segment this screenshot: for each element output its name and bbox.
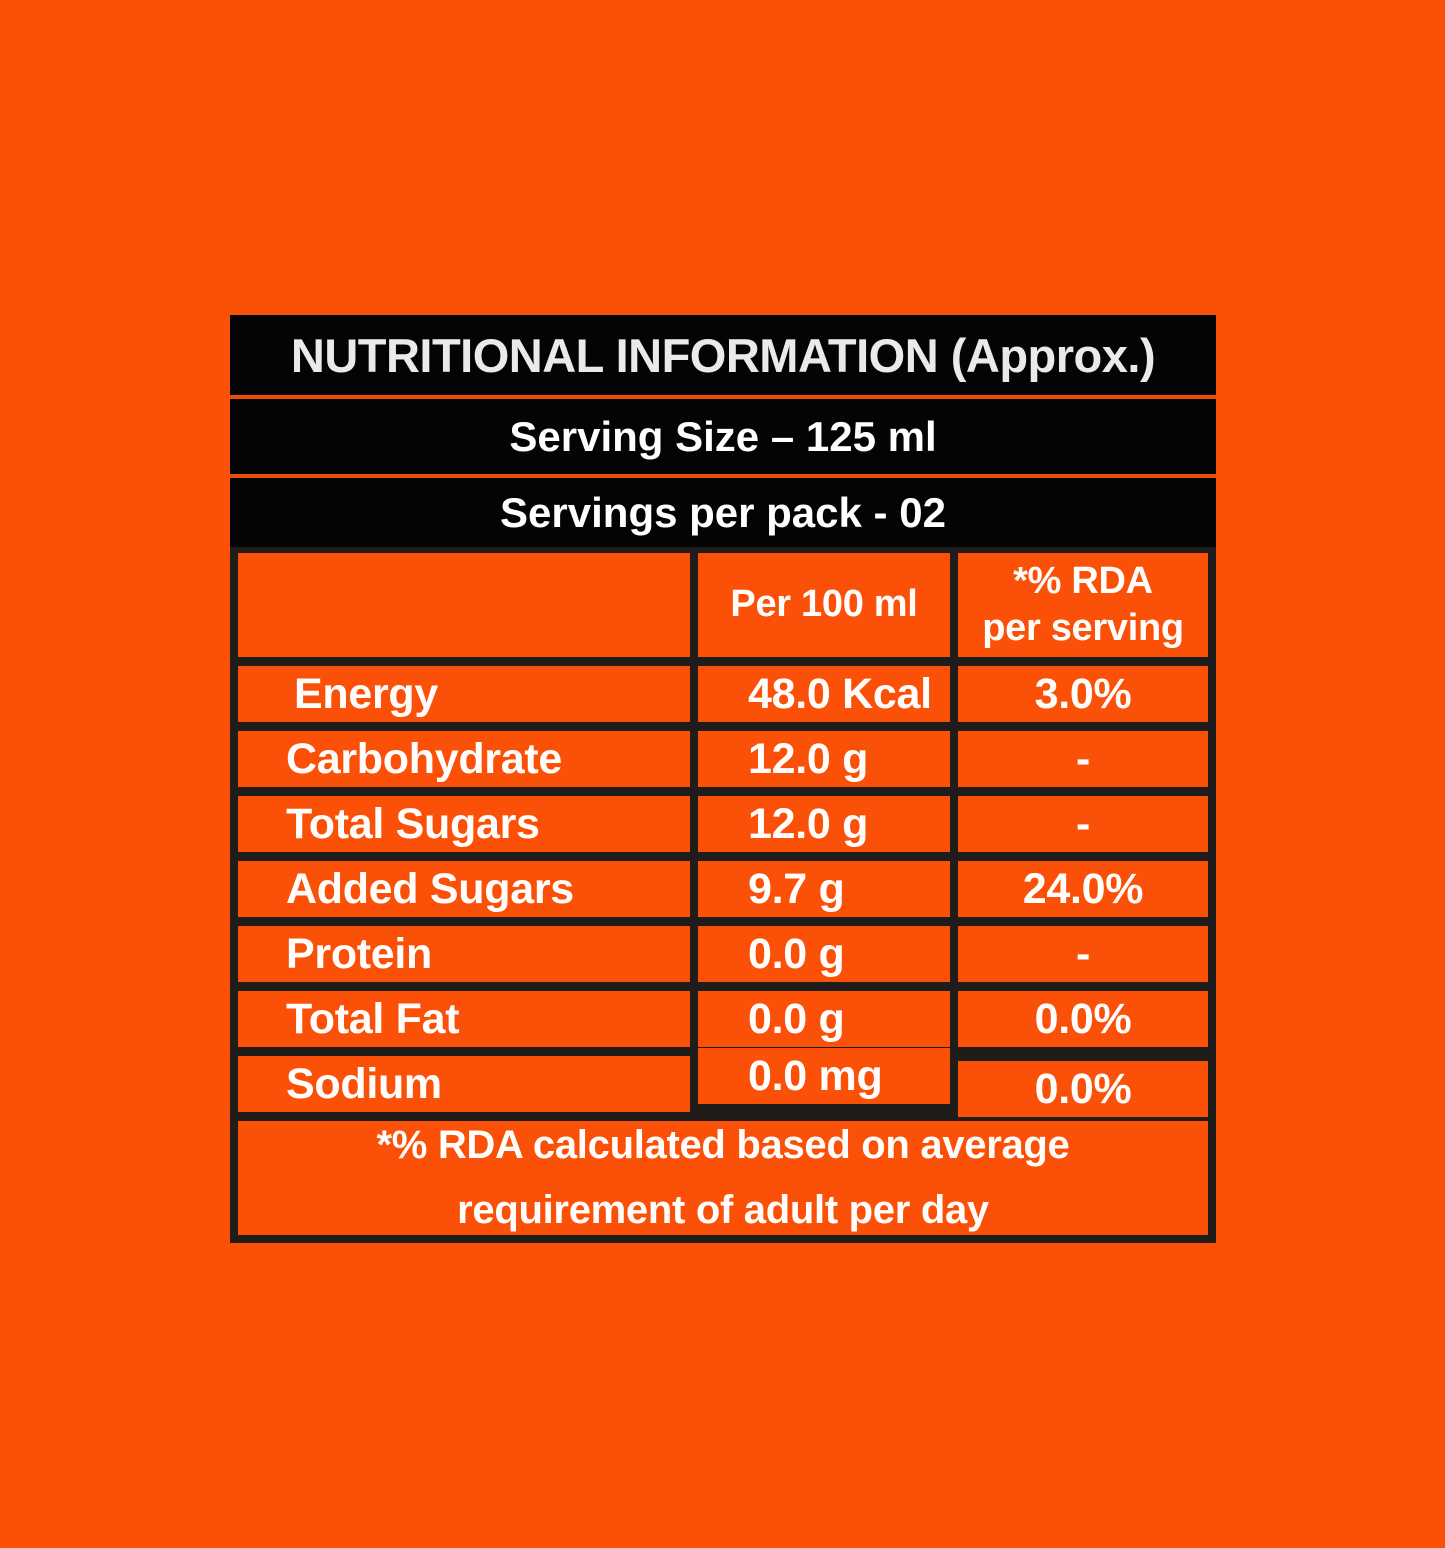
row-label-energy: Energy [238,666,690,722]
row-rda-total-sugars: - [958,796,1208,852]
row-label-sodium: Sodium [238,1056,690,1112]
row-label-added-sugars: Added Sugars [238,861,690,917]
nutrition-table: NUTRITIONAL INFORMATION (Approx.) Servin… [230,315,1216,1243]
row-rda-energy: 3.0% [958,666,1208,722]
row-label-carbohydrate: Carbohydrate [238,731,690,787]
row-rda-protein: - [958,926,1208,982]
row-rda-added-sugars: 24.0% [958,861,1208,917]
row-label-total-fat: Total Fat [238,991,690,1047]
row-value-total-sugars: 12.0 g [698,796,950,852]
row-value-total-fat: 0.0 g [698,991,950,1047]
servings-per-pack-row: Servings per pack - 02 [500,488,946,536]
table-title: NUTRITIONAL INFORMATION (Approx.) [290,328,1156,382]
row-value-added-sugars: 9.7 g [698,861,950,917]
column-header-rda: *% RDA per serving [958,553,1208,657]
row-rda-sodium: 0.0% [958,1061,1208,1117]
row-label-total-sugars: Total Sugars [238,796,690,852]
header-divider [230,395,1216,399]
row-value-sodium: 0.0 mg [698,1048,950,1104]
row-value-energy: 48.0 Kcal [698,666,950,722]
header-divider [230,474,1216,478]
column-header-blank [238,553,690,657]
row-value-protein: 0.0 g [698,926,950,982]
row-value-carbohydrate: 12.0 g [698,731,950,787]
row-rda-carbohydrate: - [958,731,1208,787]
nutrition-grid: Per 100 ml *% RDA per serving Energy 48.… [230,547,1216,1243]
rda-footnote: *% RDA calculated based on average requi… [238,1121,1208,1235]
serving-size-row: Serving Size – 125 ml [509,412,937,460]
column-header-per-100ml: Per 100 ml [698,553,950,657]
table-header-block: NUTRITIONAL INFORMATION (Approx.) Servin… [230,315,1216,547]
row-label-protein: Protein [238,926,690,982]
row-rda-total-fat: 0.0% [958,991,1208,1047]
